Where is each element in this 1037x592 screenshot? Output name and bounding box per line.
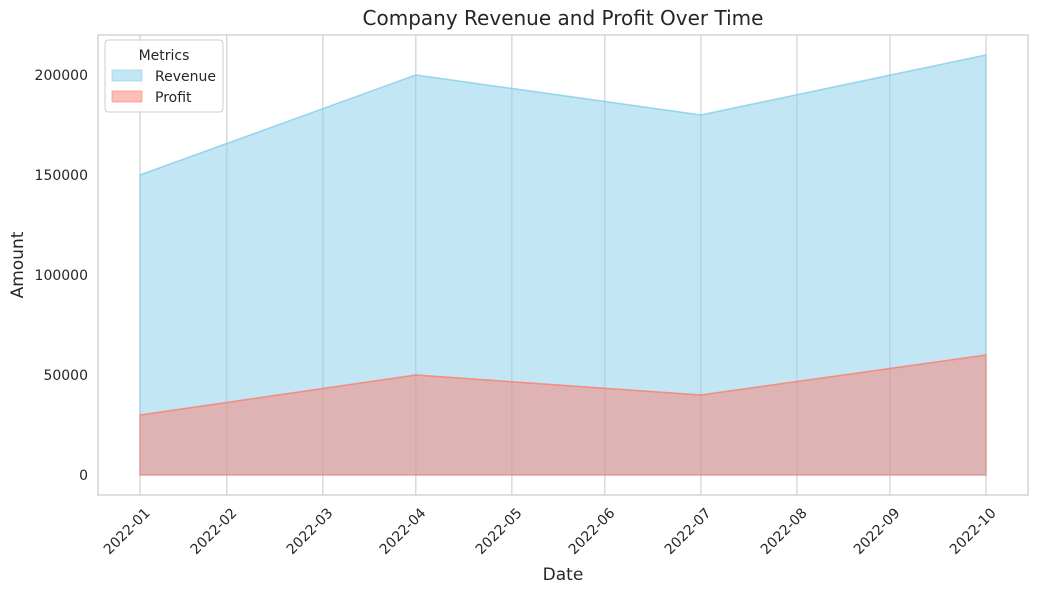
x-tick-label: 2022-10 [947,505,1000,558]
legend-title: Metrics [139,48,190,64]
y-axis-label: Amount [8,231,28,298]
x-tick-label: 2022-07 [662,505,715,558]
legend-swatch-revenue [111,69,143,82]
y-tick-label: 100000 [35,268,88,284]
line-revenue [139,54,987,176]
x-tick-label: 2022-05 [473,505,526,558]
x-tick-labels: 2022-01 2022-02 2022-03 2022-04 2022-05 2022-… [101,505,1000,558]
legend-label-revenue: Revenue [155,69,216,85]
x-tick-label: 2022-06 [566,505,619,558]
legend: Metrics Revenue Profit [104,39,224,113]
x-tick-label: 2022-08 [758,505,811,558]
x-axis-label: Date [543,565,584,585]
line-profit [139,354,987,416]
plot-frame [97,34,1029,496]
legend-swatch-profit [111,90,143,103]
legend-label-profit: Profit [155,90,192,106]
y-tick-label: 0 [79,468,88,484]
y-tick-label: 150000 [35,168,88,184]
y-tick-label: 50000 [43,368,88,384]
x-tick-label: 2022-02 [188,505,241,558]
x-tick-label: 2022-01 [101,505,154,558]
x-tick-label: 2022-09 [851,505,904,558]
y-tick-label: 200000 [35,68,88,84]
chart-title: Company Revenue and Profit Over Time [363,6,764,30]
x-tick-label: 2022-03 [284,505,337,558]
y-tick-labels: 0 50000 100000 150000 200000 [35,68,88,484]
x-tick-label: 2022-04 [377,505,430,558]
areas [139,54,987,476]
